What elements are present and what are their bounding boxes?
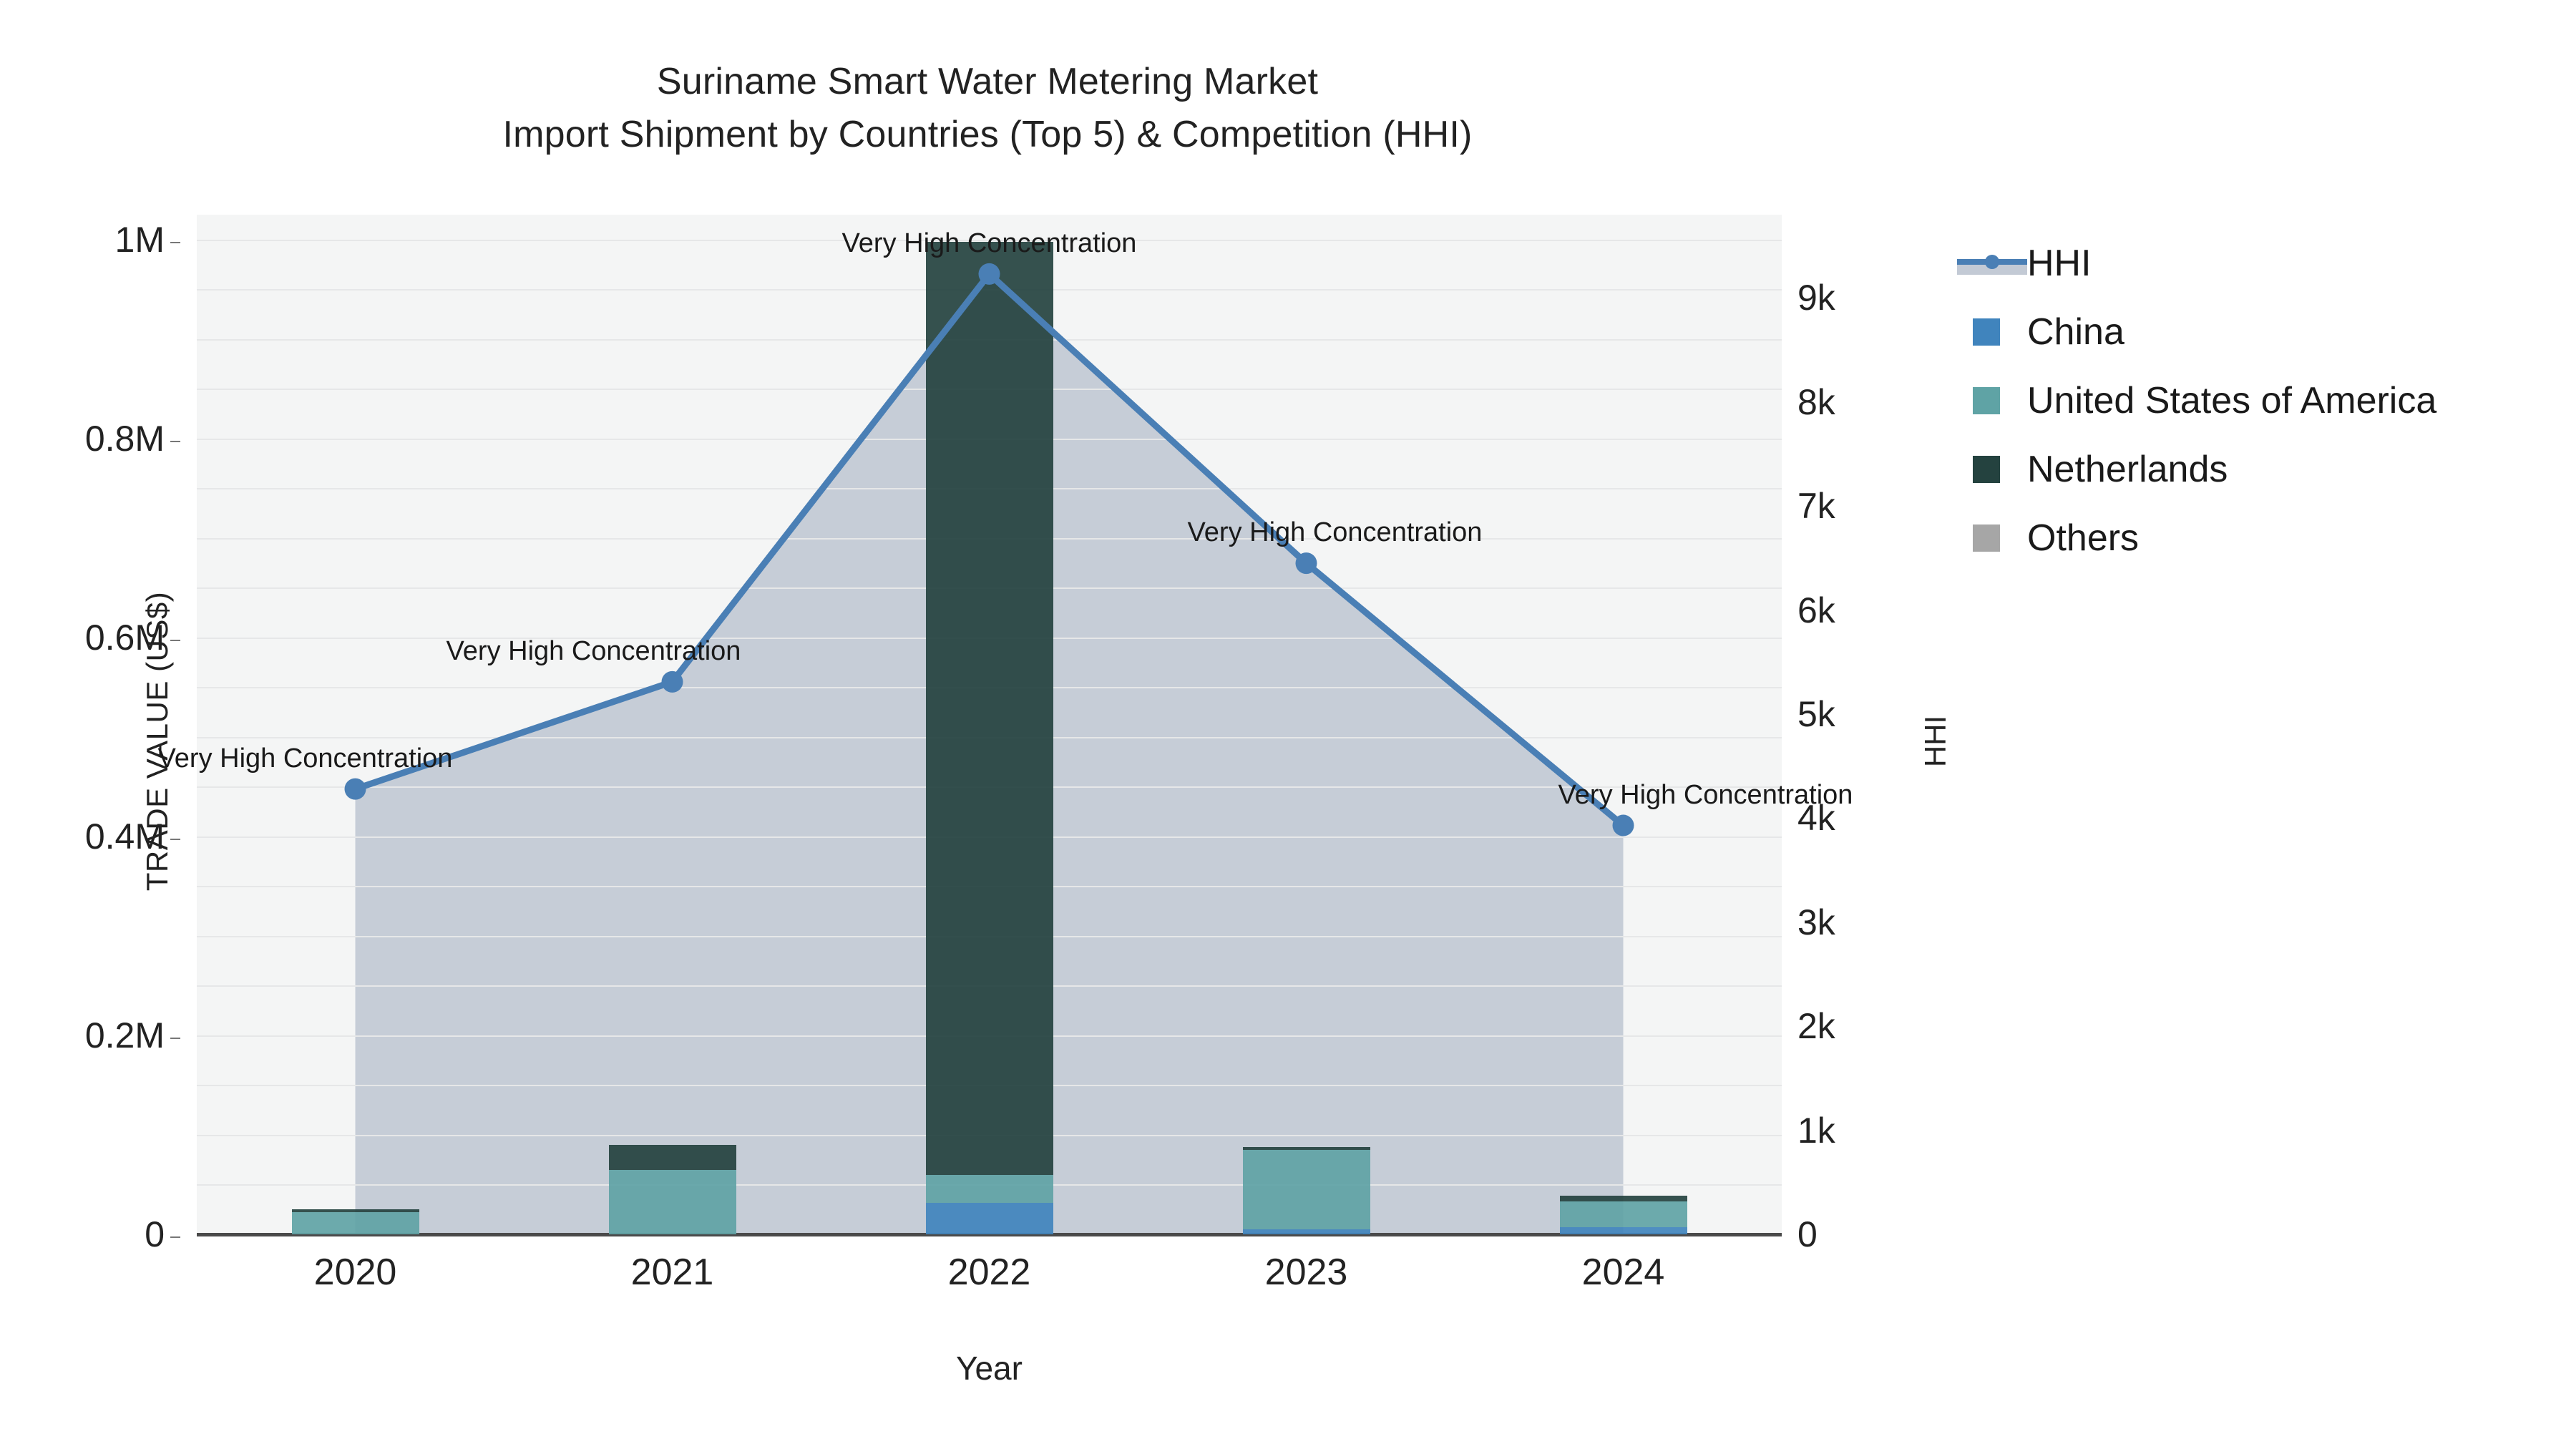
y-axis-left-tick-label: 0.2M [84, 1015, 165, 1055]
y-axis-right-tick-label: 4k [1797, 798, 1835, 839]
y-axis-left-tick-mark [170, 241, 180, 243]
y-axis-right-tick: 5k [1797, 693, 1835, 735]
bar-segment[interactable] [1242, 1149, 1370, 1230]
y-axis-left-tick-mark [170, 639, 180, 641]
bar-segment[interactable] [1242, 1229, 1370, 1234]
y-axis-right-title: HHI [1918, 715, 1952, 768]
bar-segment[interactable] [608, 1144, 736, 1170]
legend-item-label: United States of America [2027, 380, 2437, 421]
legend-item[interactable]: Netherlands [1957, 435, 2558, 504]
y-axis-right-tick: 0 [1797, 1214, 1818, 1255]
y-axis-left-tick-mark [170, 838, 180, 840]
legend-line-marker-icon [1957, 248, 2027, 279]
y-axis-right-tick: 3k [1797, 902, 1835, 943]
y-axis-left-tick: 0 [0, 1214, 180, 1255]
bar-segment[interactable] [608, 1169, 736, 1234]
chart-title-line-1: Suriname Smart Water Metering Market [656, 61, 1319, 102]
y-axis-right-tick-label: 2k [1797, 1006, 1835, 1047]
y-axis-right-tick-label: 6k [1797, 590, 1835, 630]
y-axis-left-tick-label: 0 [145, 1214, 165, 1254]
y-axis-right-tick: 8k [1797, 381, 1835, 423]
bar-segment[interactable] [1559, 1195, 1687, 1202]
y-axis-right-tick: 6k [1797, 590, 1835, 631]
legend-color-swatch [1973, 387, 2000, 414]
y-axis-left-tick: 0.4M [0, 816, 180, 857]
legend-item[interactable]: Others [1957, 504, 2558, 572]
legend-item[interactable]: United States of America [1957, 366, 2558, 435]
legend-item[interactable]: China [1957, 298, 2558, 366]
y-axis-left-tick-label: 1M [114, 219, 165, 260]
bar-segment[interactable] [1242, 1146, 1370, 1150]
y-axis-left-tick-label: 0.8M [84, 418, 165, 459]
hhi-point-annotation: Very High Concentration [157, 743, 453, 774]
x-axis-tick-label: 2024 [1581, 1252, 1665, 1293]
y-axis-left-tick-mark [170, 1037, 180, 1039]
bar-segment[interactable] [925, 1174, 1053, 1203]
y-axis-right-tick-label: 0 [1797, 1214, 1818, 1254]
x-axis-tick-label: 2023 [1264, 1252, 1348, 1293]
hhi-point-annotation: Very High Concentration [1558, 779, 1853, 810]
y-axis-left-tick: 0.2M [0, 1015, 180, 1056]
y-axis-left-tick-label: 0.6M [84, 617, 165, 658]
gridline [197, 239, 1782, 241]
y-axis-left-tick: 0.8M [0, 418, 180, 459]
y-axis-left-tick-mark [170, 440, 180, 442]
chart-title: Suriname Smart Water Metering Market Imp… [0, 56, 1975, 162]
hhi-point-annotation: Very High Concentration [841, 228, 1137, 258]
bar-segment[interactable] [291, 1209, 419, 1213]
bar-segment[interactable] [1559, 1201, 1687, 1228]
y-axis-right-tick: 1k [1797, 1110, 1835, 1151]
legend-color-swatch [1973, 525, 2000, 552]
y-axis-right-tick: 7k [1797, 485, 1835, 527]
hhi-point-annotation: Very High Concentration [1187, 517, 1483, 548]
y-axis-right-tick: 9k [1797, 277, 1835, 318]
hhi-point-annotation: Very High Concentration [446, 635, 741, 666]
y-axis-right-tick-label: 8k [1797, 381, 1835, 422]
bar-segment[interactable] [925, 1202, 1053, 1234]
chart-title-line-2: Import Shipment by Countries (Top 5) & C… [502, 113, 1473, 155]
legend-item-label: Netherlands [2027, 449, 2228, 490]
legend-item[interactable]: HHI [1957, 229, 2558, 298]
x-axis-line [197, 1233, 1782, 1236]
y-axis-left-tick: 0.6M [0, 617, 180, 658]
bar-segment[interactable] [925, 241, 1053, 1175]
legend-item-label: China [2027, 311, 2124, 353]
bar-segment[interactable] [291, 1212, 419, 1234]
x-axis-tick-label: 2022 [947, 1252, 1031, 1293]
legend-item-label: HHI [2027, 243, 2092, 284]
legend-color-swatch [1973, 456, 2000, 483]
x-axis-tick-label: 2021 [630, 1252, 714, 1293]
y-axis-right-tick-label: 3k [1797, 902, 1835, 942]
y-axis-right-tick-label: 7k [1797, 486, 1835, 527]
y-axis-right-tick: 2k [1797, 1005, 1835, 1047]
x-axis-title: Year [956, 1350, 1023, 1387]
legend-color-swatch [1973, 318, 2000, 346]
y-axis-right-tick-label: 1k [1797, 1110, 1835, 1151]
y-axis-left-tick-mark [170, 1236, 180, 1238]
y-axis-left-tick-label: 0.4M [84, 816, 165, 857]
y-axis-right-tick-label: 5k [1797, 693, 1835, 734]
y-axis-left-tick: 1M [0, 219, 180, 260]
y-axis-left-title: TRADE VALUE (US$) [140, 591, 174, 892]
y-axis-right-tick: 4k [1797, 797, 1835, 839]
x-axis-tick-label: 2020 [313, 1252, 397, 1293]
legend-item-label: Others [2027, 517, 2140, 559]
chart-legend: HHI China United States of America Netherla… [1957, 229, 2558, 572]
bar-segment[interactable] [1559, 1227, 1687, 1234]
y-axis-right-tick-label: 9k [1797, 278, 1835, 318]
